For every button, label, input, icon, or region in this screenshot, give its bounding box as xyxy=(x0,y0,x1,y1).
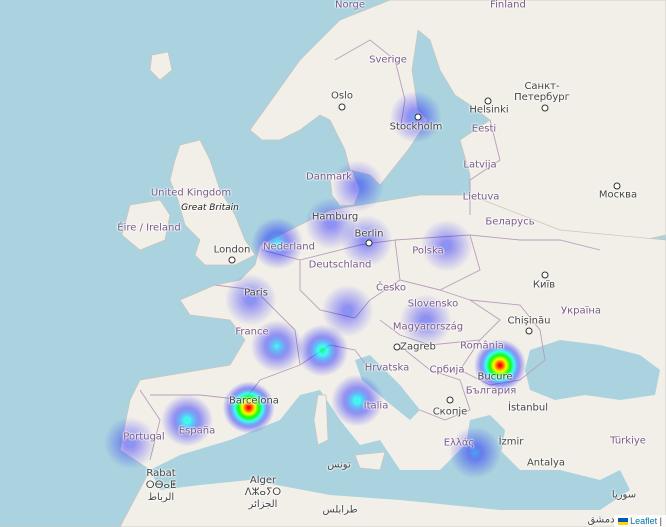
city-dot-oslo xyxy=(338,103,346,111)
city-dot-skopje xyxy=(446,396,454,404)
city-dot-kyiv xyxy=(541,271,549,279)
map-attribution: Leaflet | xyxy=(614,515,666,527)
leaflet-link[interactable]: Leaflet xyxy=(630,516,658,526)
ukraine-flag-icon xyxy=(618,518,629,526)
city-dot-berlin xyxy=(365,239,373,247)
land-sicily xyxy=(354,451,386,471)
city-dot-london xyxy=(228,256,236,264)
attribution-separator: | xyxy=(659,516,662,526)
city-dot-stockholm xyxy=(414,113,422,121)
city-dot-zagreb xyxy=(393,343,401,351)
city-dot-spb xyxy=(541,104,549,112)
city-dot-chisinau xyxy=(525,327,533,335)
city-dot-moskva xyxy=(613,182,621,190)
city-dot-helsinki xyxy=(484,97,492,105)
